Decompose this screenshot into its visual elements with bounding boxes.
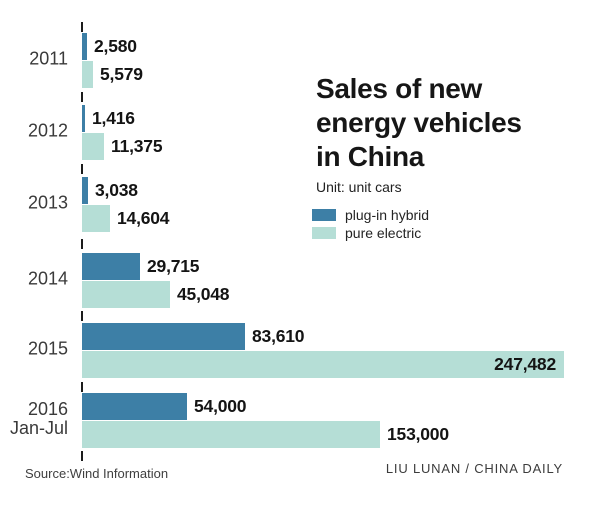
bar-pure-electric-2011 [82, 61, 93, 88]
credit-byline: LIU LUNAN / CHINA DAILY [385, 461, 563, 476]
value-label: 247,482 [494, 354, 556, 374]
legend-item-plug-in-hybrid: plug-in hybrid [312, 206, 429, 223]
bar-pure-electric-2016-jan-jul [82, 421, 380, 448]
year-label-2016-jan-jul: 2016 Jan-Jul [9, 399, 68, 438]
axis-tick [81, 92, 83, 102]
legend-label-plug-in-hybrid: plug-in hybrid [345, 206, 430, 223]
chart-title-line: in China [316, 141, 425, 172]
legend-label-pure-electric: pure electric [345, 224, 422, 241]
chart-title: Sales of new energy vehicles in China [316, 72, 522, 174]
pure-electric-swatch [312, 226, 336, 239]
plug-in-hybrid-swatch [312, 208, 336, 221]
value-label: 54,000 [194, 396, 247, 416]
source-note: Source:Wind Information [25, 466, 169, 481]
value-label: 11,375 [111, 136, 163, 156]
value-label: 83,610 [252, 326, 305, 346]
bar-plug-in-hybrid-2016-jan-jul [82, 393, 187, 420]
value-label: 14,604 [117, 208, 170, 228]
year-label-2014: 2014 [27, 268, 68, 289]
axis-tick [81, 311, 83, 321]
value-label: 29,715 [147, 256, 200, 276]
bar-pure-electric-2014 [82, 281, 170, 308]
bar-plug-in-hybrid-2012 [82, 105, 85, 132]
year-label-2011: 2011 [29, 48, 68, 69]
year-label-2013: 2013 [27, 192, 68, 213]
axis-tick [81, 22, 83, 32]
legend-item-pure-electric: pure electric [312, 224, 429, 241]
bar-pure-electric-2013 [82, 205, 110, 232]
bar-plug-in-hybrid-2013 [82, 177, 88, 204]
bar-plug-in-hybrid-2011 [82, 33, 87, 60]
bar-pure-electric-2012 [82, 133, 104, 160]
bar-plug-in-hybrid-2015 [82, 323, 245, 350]
axis-tick [81, 451, 83, 461]
year-label-2012: 2012 [27, 120, 68, 141]
axis-tick [81, 239, 83, 249]
legend: plug-in hybrid pure electric [312, 206, 429, 242]
axis-tick [81, 382, 83, 392]
axis-tick [81, 164, 83, 174]
value-label: 45,048 [177, 284, 230, 304]
chart-title-line: Sales of new [316, 73, 483, 104]
bar-plug-in-hybrid-2014 [82, 253, 140, 280]
year-label-2015: 2015 [27, 338, 68, 359]
value-label: 5,579 [100, 64, 143, 84]
value-label: 1,416 [92, 108, 135, 128]
value-label: 3,038 [95, 180, 138, 200]
bar-pure-electric-2015 [82, 351, 564, 378]
chart-title-line: energy vehicles [316, 107, 522, 138]
unit-label: Unit: unit cars [316, 179, 402, 195]
value-label: 153,000 [387, 424, 449, 444]
value-label: 2,580 [94, 36, 137, 56]
